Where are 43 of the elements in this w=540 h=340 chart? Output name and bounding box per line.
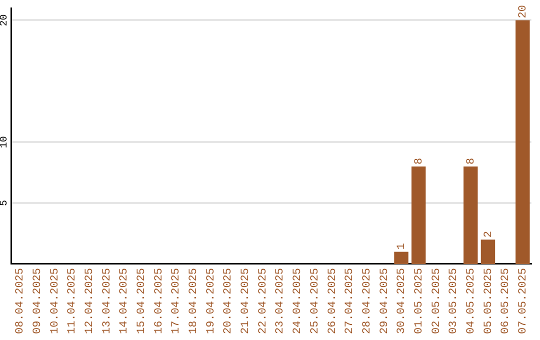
x-tick-label: 20.04.2025 — [222, 268, 235, 334]
x-tick-label: 23.04.2025 — [274, 268, 287, 334]
x-tick-label: 15.04.2025 — [136, 268, 148, 334]
x-tick-label: 27.04.2025 — [344, 268, 356, 334]
y-tick-label: 20 — [0, 14, 11, 26]
x-tick-label: 26.04.2025 — [326, 268, 339, 334]
x-tick-label: 19.04.2025 — [205, 268, 218, 334]
x-tick-label: 17.04.2025 — [170, 268, 183, 334]
data-label: 8 — [414, 158, 426, 164]
y-tick-label: 5 — [0, 200, 11, 206]
data-label: 20 — [518, 4, 530, 18]
x-tick-label: 06.05.2025 — [500, 268, 512, 334]
bar — [394, 252, 408, 264]
x-tick-label: 13.04.2025 — [101, 268, 114, 334]
x-tick-label: 03.05.2025 — [448, 268, 460, 334]
x-tick-label: 21.04.2025 — [240, 268, 252, 334]
x-tick-label: 25.04.2025 — [309, 268, 322, 334]
x-tick-label: 07.05.2025 — [518, 268, 530, 334]
x-tick-label: 30.04.2025 — [396, 268, 408, 334]
data-label: 1 — [396, 242, 408, 250]
x-tick-label: 24.04.2025 — [292, 268, 304, 334]
y-tick-label: 10 — [0, 136, 11, 148]
x-tick-label: 11.04.2025 — [66, 268, 79, 334]
bar — [516, 20, 530, 264]
bar — [480, 240, 496, 264]
x-tick-label: 29.04.2025 — [378, 268, 391, 334]
x-tick-label: 01.05.2025 — [414, 268, 426, 334]
x-tick-label: 05.05.2025 — [482, 268, 495, 334]
bar — [411, 166, 426, 264]
x-tick-label: 14.04.2025 — [118, 268, 131, 334]
x-tick-label: 04.05.2025 — [466, 268, 478, 334]
x-tick-label: 02.05.2025 — [430, 268, 443, 334]
data-label: 8 — [466, 158, 478, 164]
x-tick-label: 16.04.2025 — [153, 268, 166, 334]
x-tick-label: 10.04.2025 — [49, 268, 62, 334]
data-label: 2 — [482, 231, 495, 238]
x-tick-label: 12.04.2025 — [84, 268, 96, 334]
x-tick-label: 18.04.2025 — [188, 268, 200, 334]
x-tick-label: 28.04.2025 — [361, 268, 374, 334]
x-tick-label: 08.04.2025 — [14, 268, 27, 334]
bar — [464, 166, 478, 264]
x-tick-label: 22.04.2025 — [257, 268, 270, 334]
x-tick-label: 09.04.2025 — [32, 268, 44, 334]
